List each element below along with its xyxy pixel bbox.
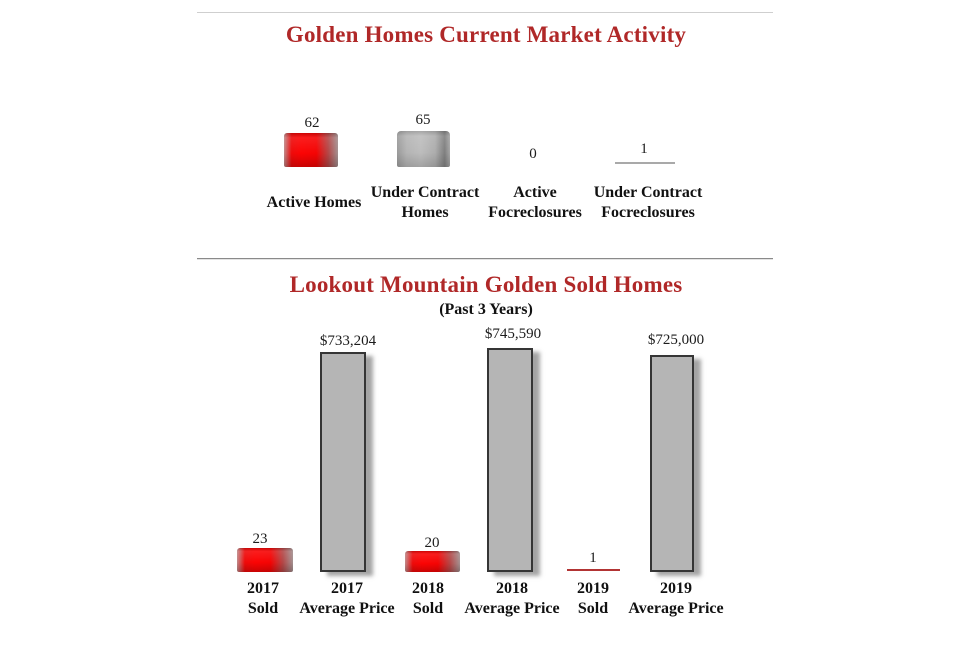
chart1-tick-under-contract-foreclosures: Under Contract Focreclosures bbox=[593, 184, 703, 221]
report-content: Golden Homes Current Market Activity 62 … bbox=[197, 0, 773, 646]
chart2-value-2017-average-price: $733,204 bbox=[319, 333, 377, 349]
chart2-subtitle: (Past 3 Years) bbox=[439, 301, 533, 318]
chart1-bar-active-homes bbox=[284, 133, 338, 167]
chart1-tick-active-homes: Active Homes bbox=[266, 194, 362, 211]
chart1-bar-under-contract-foreclosures bbox=[615, 162, 675, 164]
chart2-bar-2018-sold bbox=[405, 551, 460, 572]
chart1-value-active-foreclosures: 0 bbox=[529, 146, 537, 162]
chart2-tick-2019-average-price: 2019 Average Price bbox=[628, 580, 724, 617]
chart2-bar-2018-average-price bbox=[487, 348, 533, 572]
chart2-value-2018-average-price: $745,590 bbox=[484, 326, 542, 342]
chart1-value-under-contract-foreclosures: 1 bbox=[640, 141, 648, 157]
chart2-tick-2019-sold: 2019 Sold bbox=[577, 580, 609, 617]
chart2-value-2018-sold: 20 bbox=[424, 535, 440, 551]
chart2-value-2019-sold: 1 bbox=[589, 550, 597, 566]
chart1-tick-under-contract-homes: Under Contract Homes bbox=[370, 184, 480, 221]
chart2-tick-2018-sold: 2018 Sold bbox=[412, 580, 444, 617]
chart2-bar-2019-sold bbox=[567, 569, 620, 571]
chart2-tick-2017-average-price: 2017 Average Price bbox=[299, 580, 395, 617]
chart2-tick-2017-sold: 2017 Sold bbox=[247, 580, 279, 617]
chart1-tick-active-foreclosures: Active Focreclosures bbox=[488, 184, 582, 221]
chart1-bar-under-contract-homes bbox=[397, 131, 450, 167]
chart2-title: Lookout Mountain Golden Sold Homes bbox=[289, 272, 683, 297]
chart2-bar-2019-average-price bbox=[650, 355, 694, 572]
chart1-title: Golden Homes Current Market Activity bbox=[285, 22, 687, 47]
chart2-tick-2018-average-price: 2018 Average Price bbox=[464, 580, 560, 617]
chart1-value-active-homes: 62 bbox=[304, 115, 320, 131]
chart2-bar-2017-sold bbox=[237, 548, 293, 572]
section-divider-line bbox=[197, 258, 773, 260]
top-divider-line bbox=[197, 12, 773, 13]
chart2-bar-2017-average-price bbox=[320, 352, 366, 572]
chart1-value-under-contract-homes: 65 bbox=[415, 112, 431, 128]
chart2-value-2019-average-price: $725,000 bbox=[647, 332, 705, 348]
chart2-value-2017-sold: 23 bbox=[252, 531, 268, 547]
